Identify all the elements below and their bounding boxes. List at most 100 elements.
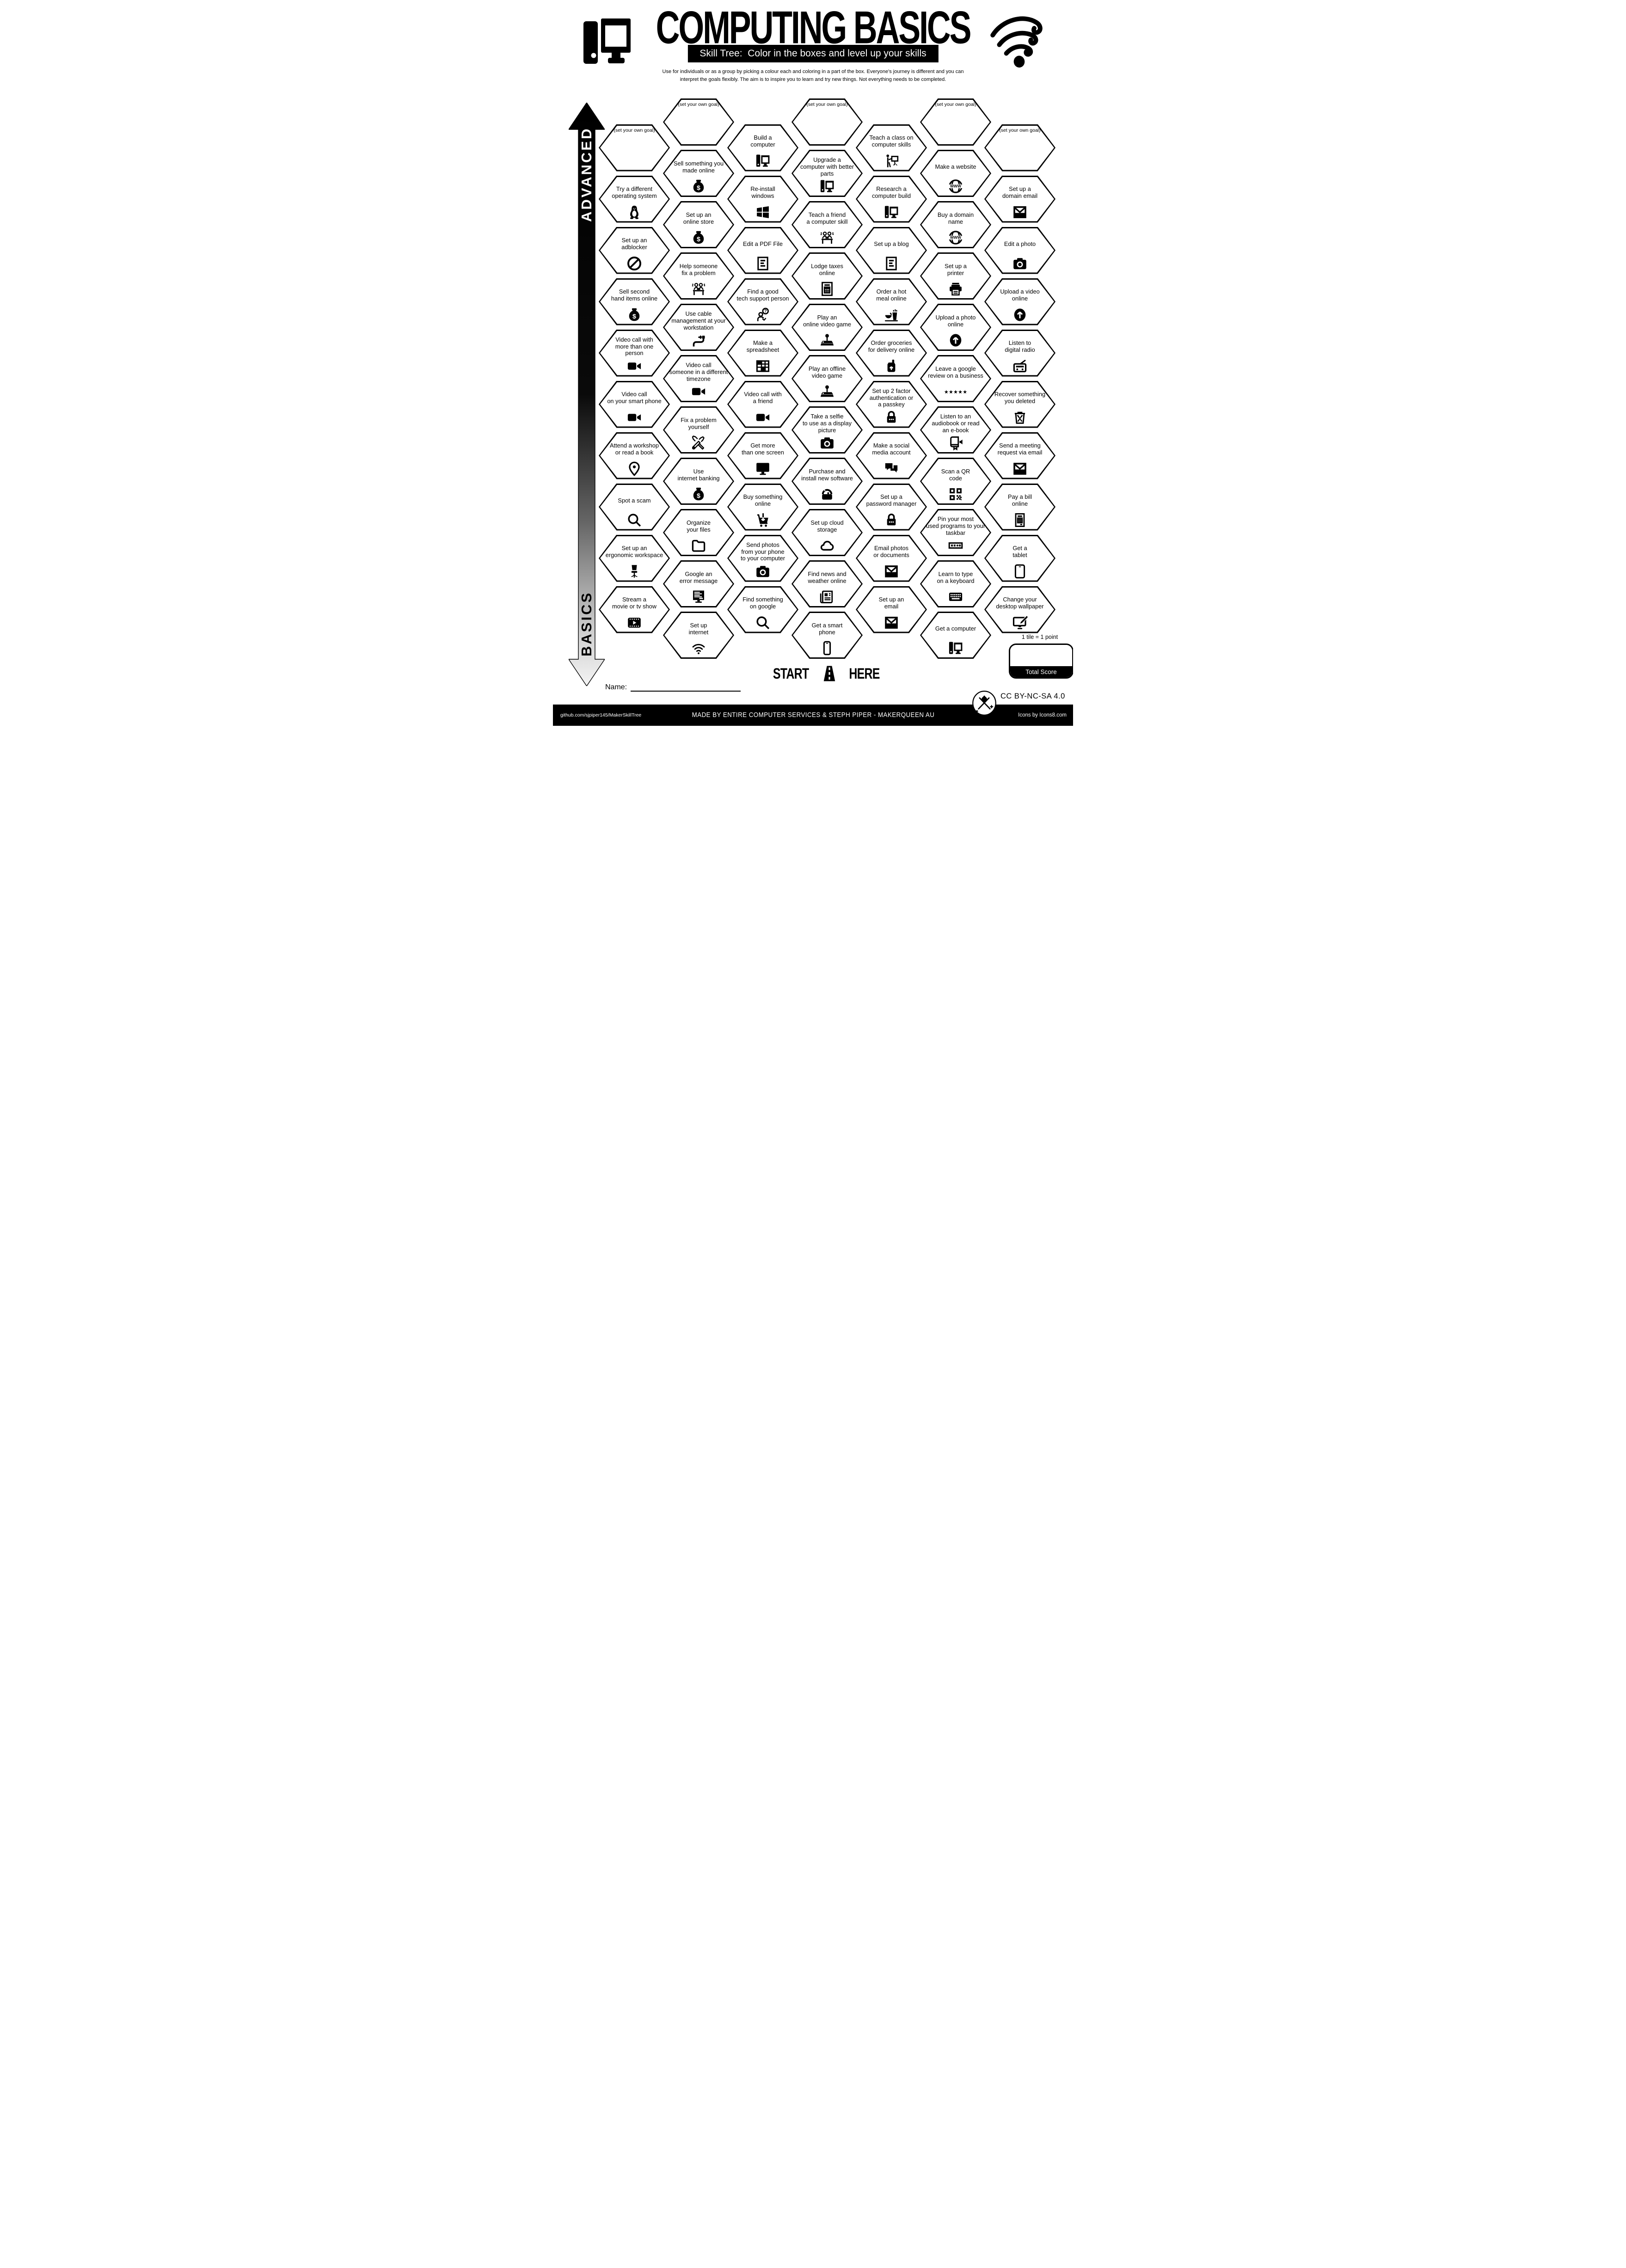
hex-tile[interactable]: Research a computer build [856, 175, 927, 223]
hex-tile[interactable]: Make a social media account [856, 432, 927, 479]
hex-tile[interactable]: Google an error message [663, 560, 734, 607]
hex-tile[interactable]: Video call on your smart phone [599, 380, 670, 428]
hex-tile-label: Sell second hand items online [611, 288, 658, 302]
hex-tile-face: (set your own goal) [793, 100, 861, 144]
hex-tile-face: Set up internet [664, 613, 733, 657]
hex-tile[interactable]: Change your desktop wallpaper [984, 586, 1055, 633]
hex-tile-face: Edit a PDF File [729, 228, 797, 273]
name-input-line[interactable] [631, 682, 741, 692]
hex-tile[interactable]: (set your own goal) [920, 98, 991, 146]
hex-tile[interactable]: Purchase and install new software [792, 458, 863, 505]
hex-tile[interactable]: Learn to type on a keyboard [920, 560, 991, 607]
hex-tile[interactable]: Edit a PDF File [727, 227, 798, 274]
hex-tile[interactable]: Buy a domain name WWW [920, 201, 991, 248]
hex-tile[interactable]: Listen to an audiobook or read an e-book [920, 406, 991, 454]
hex-tile[interactable]: Scan a QR code [920, 458, 991, 505]
wallpaper-pencil-icon [1012, 614, 1028, 631]
hex-tile[interactable]: (set your own goal) [663, 98, 734, 146]
hex-tile[interactable]: Pay a bill online [984, 483, 1055, 531]
hex-tile[interactable]: Get more than one screen [727, 432, 798, 479]
hex-tile[interactable]: Re-install windows [727, 175, 798, 223]
hex-tile[interactable]: (set your own goal) [984, 124, 1055, 172]
hex-tile[interactable]: Attend a workshop or read a book [599, 432, 670, 479]
hex-tile[interactable]: Build a computer [727, 124, 798, 172]
hex-tile[interactable]: Set up an online store $ [663, 201, 734, 248]
hex-tile[interactable]: Stream a movie or tv show [599, 586, 670, 633]
hex-tile[interactable]: Find something on google [727, 586, 798, 633]
no-entry-icon [626, 255, 643, 272]
people-at-desk-icon [819, 229, 835, 246]
points-note: 1 tile = 1 point [1021, 634, 1058, 640]
hex-tile[interactable]: Leave a google review on a business ★★★★★ [920, 355, 991, 402]
hex-tile-face: Sell something you made online $ [664, 151, 733, 196]
total-score-fill-area[interactable] [1010, 645, 1072, 666]
hex-tile[interactable]: Get a smart phone [792, 612, 863, 659]
hex-tile-label: Build a computer [750, 134, 775, 148]
document-lines-icon [755, 255, 771, 272]
hex-tile-face: Set up a printer [921, 254, 990, 298]
upload-circle-icon [1012, 306, 1028, 324]
hex-tile[interactable]: Buy something online [727, 483, 798, 531]
hex-tile[interactable]: Spot a scam [599, 483, 670, 531]
hex-tile[interactable]: Set up an email [856, 586, 927, 633]
hex-tile[interactable]: Upgrade a computer with better parts [792, 150, 863, 197]
hex-tile[interactable]: Set up a domain email [984, 175, 1055, 223]
hex-tile[interactable]: Make a website WWW [920, 150, 991, 197]
hex-tile-label: Listen to an audiobook or read an e-book [932, 413, 980, 434]
footer-repo-link[interactable]: github.com/sjpiper145/MakerSkillTree [560, 712, 642, 718]
hex-tile[interactable]: (set your own goal) [792, 98, 863, 146]
hex-tile[interactable]: Help someone fix a problem [663, 252, 734, 300]
hex-tile[interactable]: Upload a video online [984, 278, 1055, 325]
hex-tile[interactable]: Organize your files [663, 509, 734, 556]
hex-tile[interactable]: Set up an ergonomic workspace [599, 534, 670, 582]
hex-tile[interactable]: Lodge taxes online [792, 252, 863, 300]
hex-tile-label: Organize your files [687, 519, 711, 533]
hex-tile[interactable]: Sell something you made online $ [663, 150, 734, 197]
hex-tile[interactable]: Find a good tech support person? [727, 278, 798, 325]
hex-tile[interactable]: Order a hot meal online [856, 278, 927, 325]
hex-tile[interactable]: Video call with a friend [727, 380, 798, 428]
hex-tile[interactable]: Get a tablet [984, 534, 1055, 582]
hex-tile[interactable]: Fix a problem yourself [663, 406, 734, 454]
hex-tile[interactable]: Video call with more than one person [599, 329, 670, 377]
hex-tile[interactable]: Edit a photo [984, 227, 1055, 274]
hex-tile[interactable]: Try a different operating system [599, 175, 670, 223]
smartphone-icon [819, 639, 835, 657]
hex-tile[interactable]: Make a spreadsheet [727, 329, 798, 377]
hex-tile[interactable]: Sell second hand items online $ [599, 278, 670, 325]
hex-tile[interactable]: Email photos or documents [856, 534, 927, 582]
hex-tile[interactable]: Send a meeting request via email [984, 432, 1055, 479]
hex-tile[interactable]: Set up an adblocker [599, 227, 670, 274]
desktop-computer-icon [947, 639, 964, 657]
hex-tile[interactable]: Take a selfie to use as a display pictur… [792, 406, 863, 454]
hot-meal-icon [883, 306, 900, 324]
hex-tile[interactable]: Send photos from your phone to your comp… [727, 534, 798, 582]
hex-tile[interactable]: Set up 2 factor authentication or a pass… [856, 380, 927, 428]
hex-tile-label: Teach a friend a computer skill [806, 211, 848, 225]
hex-tile[interactable]: Listen to digital radio [984, 329, 1055, 377]
hex-tile[interactable]: Play an offline video game [792, 355, 863, 402]
hex-tile[interactable]: Set up internet [663, 612, 734, 659]
hex-tile[interactable]: Video call someone in a different timezo… [663, 355, 734, 402]
hex-tile[interactable]: Find news and weather online [792, 560, 863, 607]
hex-tile[interactable]: Recover something you deleted [984, 380, 1055, 428]
hex-tile-face: Set up a domain email [986, 177, 1054, 221]
hex-tile[interactable]: Use internet banking $ [663, 458, 734, 505]
hex-tile[interactable]: Teach a friend a computer skill [792, 201, 863, 248]
hex-tile-face: Recover something you deleted [986, 382, 1054, 427]
hex-tile[interactable]: Play an online video game [792, 304, 863, 351]
hex-tile[interactable]: Set up a blog [856, 227, 927, 274]
hex-tile[interactable]: Order groceries for delivery online [856, 329, 927, 377]
shopping-cart-icon [755, 511, 771, 529]
hex-tile-label: Recover something you deleted [994, 391, 1046, 405]
hex-tile-label: Take a selfie to use as a display pictur… [803, 413, 852, 434]
hex-tile[interactable]: (set your own goal) [599, 124, 670, 172]
hex-tile[interactable]: Get a computer [920, 612, 991, 659]
hex-tile[interactable]: Teach a class on computer skills [856, 124, 927, 172]
hex-tile[interactable]: Set up cloud storage [792, 509, 863, 556]
hex-tile[interactable]: Upload a photo online [920, 304, 991, 351]
hex-tile[interactable]: Pin your most used programs to your task… [920, 509, 991, 556]
hex-tile[interactable]: Set up a password manager [856, 483, 927, 531]
hex-tile[interactable]: Set up a printer [920, 252, 991, 300]
hex-tile[interactable]: Use cable management at your workstation [663, 304, 734, 351]
